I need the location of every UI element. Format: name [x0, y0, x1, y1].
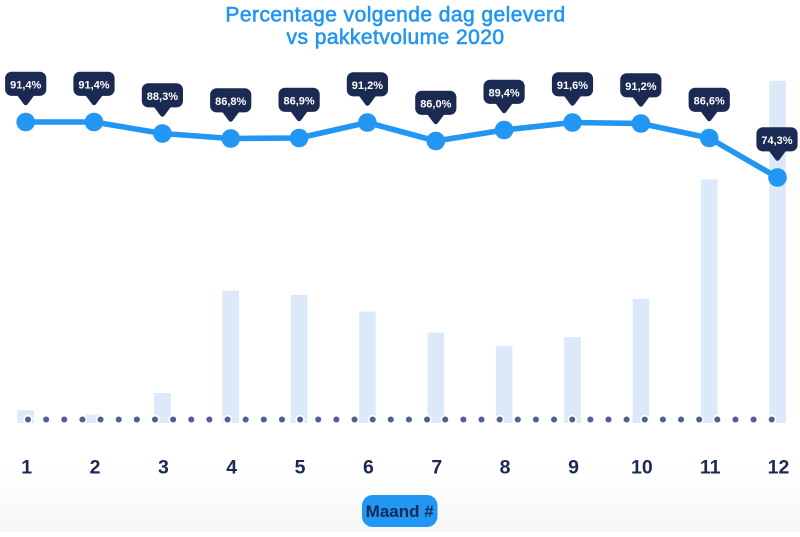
svg-text:86,8%: 86,8%	[215, 96, 246, 108]
svg-text:91,2%: 91,2%	[352, 80, 383, 92]
svg-text:Percentage volgende dag geleve: Percentage volgende dag geleverd	[225, 4, 565, 27]
svg-text:86,9%: 86,9%	[283, 95, 314, 107]
svg-text:88,3%: 88,3%	[147, 91, 178, 103]
svg-text:91,4%: 91,4%	[78, 79, 109, 91]
svg-text:86,6%: 86,6%	[694, 95, 725, 107]
svg-text:10: 10	[631, 457, 653, 479]
svg-text:Maand #: Maand #	[366, 502, 435, 521]
svg-text:2: 2	[90, 457, 101, 479]
svg-text:12: 12	[768, 457, 790, 479]
svg-text:91,6%: 91,6%	[557, 80, 588, 92]
svg-text:4: 4	[226, 457, 237, 479]
svg-text:1: 1	[21, 457, 32, 479]
svg-text:8: 8	[500, 457, 511, 479]
svg-text:86,0%: 86,0%	[420, 98, 451, 110]
svg-text:7: 7	[431, 457, 442, 479]
svg-text:91,4%: 91,4%	[10, 79, 41, 91]
svg-text:11: 11	[700, 457, 721, 479]
svg-text:9: 9	[568, 457, 579, 479]
svg-text:89,4%: 89,4%	[488, 87, 519, 99]
svg-text:74,3%: 74,3%	[761, 135, 792, 147]
svg-text:3: 3	[158, 457, 169, 479]
svg-text:5: 5	[295, 457, 306, 479]
svg-text:6: 6	[363, 457, 374, 479]
svg-text:vs pakketvolume 2020: vs pakketvolume 2020	[287, 26, 505, 49]
svg-text:91,2%: 91,2%	[625, 81, 656, 93]
